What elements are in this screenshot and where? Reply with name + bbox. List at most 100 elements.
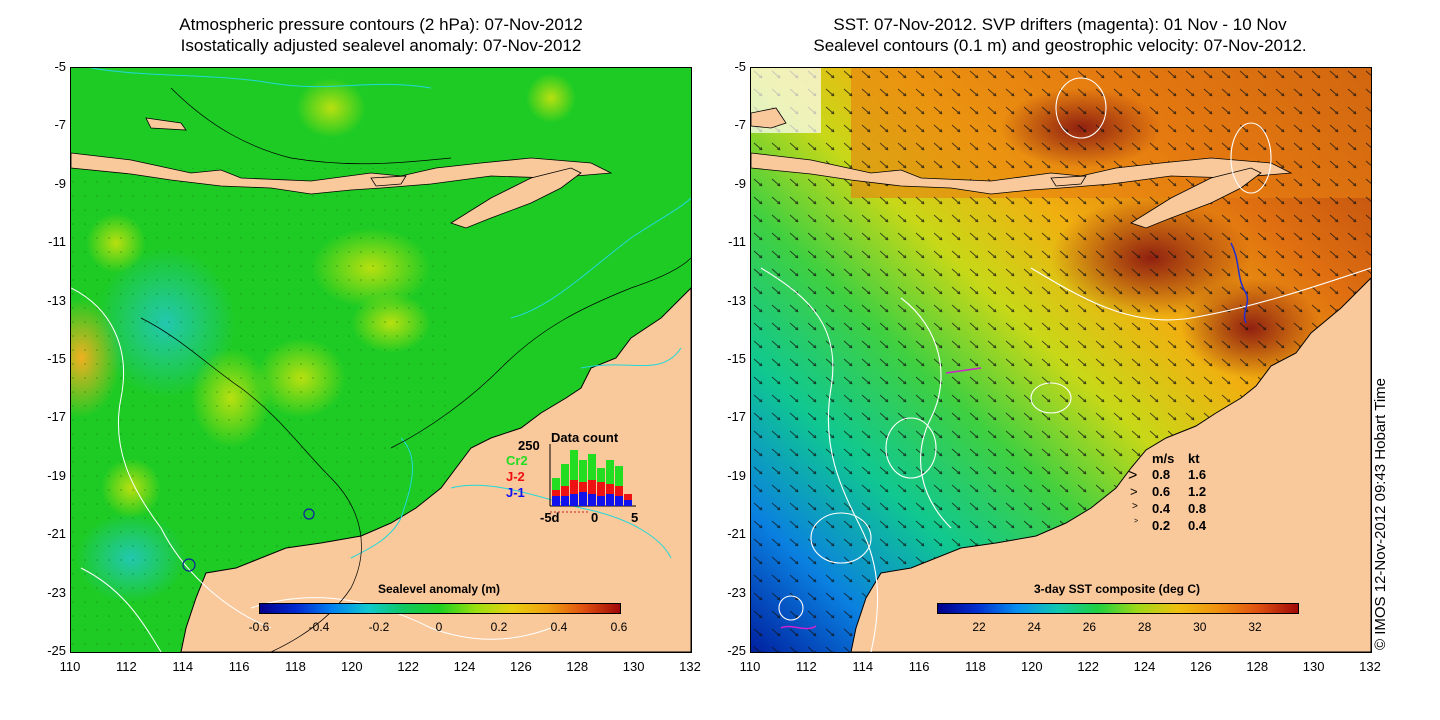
australia-landmass-sst [850, 277, 1371, 652]
right-title-line1: SST: 07-Nov-2012. SVP drifters (magenta)… [833, 15, 1287, 34]
colorbar-tick-label: 32 [1248, 620, 1262, 634]
right-title-line2: Sealevel contours (0.1 m) and geostrophi… [813, 36, 1307, 55]
australia-landmass [180, 287, 691, 652]
lon-tick-label: 118 [285, 659, 306, 674]
velocity-arrow-icon: > [1128, 467, 1138, 484]
drifter-track [1230, 242, 1249, 324]
sst-map[interactable] [750, 67, 1372, 653]
lon-tick-label: 114 [172, 659, 194, 674]
sst-colorbar [937, 603, 1299, 614]
lat-tick-label: -9 [734, 175, 746, 191]
colorbar-tick-label: 30 [1193, 620, 1207, 634]
lat-tick-label: -7 [54, 117, 66, 133]
lat-tick-label: -21 [47, 526, 66, 542]
lon-tick-label: 118 [965, 659, 986, 674]
colorbar-tick-label: -0.2 [368, 620, 390, 634]
lon-tick-label: 122 [1077, 659, 1100, 674]
right-map-title: SST: 07-Nov-2012. SVP drifters (magenta)… [750, 14, 1370, 56]
lat-tick-label: -7 [734, 117, 746, 133]
data-count-title: Data count [551, 430, 619, 445]
colorbar-tick-label: 26 [1082, 620, 1097, 634]
colorbar-tick-label: 0.4 [550, 620, 568, 634]
colorbar-tick-label: -0.6 [248, 620, 270, 634]
lon-tick-label: 120 [340, 659, 363, 674]
sst-map-svg [751, 68, 1371, 652]
legend-header-ms: m/s [1152, 451, 1175, 466]
data-count-chart: 250 Data count Cr2 J-2 J-1 -5d 0 5 [506, 430, 638, 525]
lon-tick-label: 124 [453, 659, 476, 674]
lon-tick-label: 128 [1246, 659, 1269, 674]
lon-tick-label: 124 [1133, 659, 1156, 674]
sealevel-colorbar [259, 603, 621, 614]
lat-tick-label: -17 [47, 409, 66, 425]
velocity-arrow-icon: > [1132, 501, 1138, 512]
lat-tick-label: -11 [48, 234, 66, 250]
legend-cr2: Cr2 [506, 453, 528, 468]
colorbar-tick-label: 28 [1137, 620, 1152, 634]
data-count-bars [552, 450, 632, 506]
lon-tick-label: 126 [510, 659, 532, 674]
lat-tick-label: -19 [727, 467, 746, 483]
velocity-kt-value: 1.2 [1188, 484, 1207, 499]
sealevel-anomaly-map[interactable] [70, 67, 692, 653]
lat-tick-label: -5 [734, 59, 746, 74]
sealevel-colorbar-title: Sealevel anomaly (m) [377, 582, 501, 596]
velocity-ms-value: 0.6 [1152, 484, 1171, 499]
lat-tick-label: -15 [47, 351, 66, 366]
velocity-kt-value: 0.4 [1188, 518, 1207, 533]
lon-tick-label: 128 [566, 659, 589, 674]
velocity-ms-value: 0.2 [1152, 518, 1171, 533]
legend-j1: J-1 [506, 485, 525, 500]
lat-tick-label: -11 [728, 234, 746, 250]
legend-j2: J-2 [506, 469, 525, 484]
colorbar-tick-label: 0.6 [610, 620, 628, 634]
colorbar-tick-label: 24 [1027, 620, 1041, 634]
sst-colorbar-title: 3-day SST composite (deg C) [1033, 582, 1201, 596]
lat-tick-label: -9 [54, 175, 66, 191]
lon-tick-label: 132 [1359, 659, 1381, 674]
velocity-arrow-icon: > [1130, 484, 1138, 499]
lon-tick-label: 116 [908, 659, 930, 674]
lat-tick-label: -19 [47, 467, 66, 483]
lon-tick-label: 132 [679, 659, 701, 674]
lon-tick-label: 110 [739, 659, 761, 674]
data-count-max-label: 250 [518, 438, 540, 453]
timor-island [450, 167, 582, 229]
legend-header-kt: kt [1188, 451, 1200, 466]
lon-tick-label: 122 [397, 659, 420, 674]
java-island-chain [71, 152, 613, 195]
velocity-ms-value: 0.4 [1152, 501, 1171, 516]
left-title-line1: Atmospheric pressure contours (2 hPa): 0… [179, 15, 583, 34]
lat-tick-label: -5 [54, 59, 66, 74]
lat-tick-label: -13 [47, 292, 66, 308]
velocity-ms-value: 0.8 [1152, 467, 1171, 482]
lon-tick-label: 112 [795, 659, 817, 674]
dc-xtick-1: 0 [591, 510, 598, 525]
colorbar-tick-label: -0.4 [308, 620, 330, 634]
lat-tick-label: -15 [727, 351, 746, 366]
lat-tick-label: -21 [727, 526, 746, 542]
lon-tick-label: 110 [59, 659, 81, 674]
lon-tick-label: 120 [1020, 659, 1043, 674]
dc-xtick-2: 5 [631, 510, 638, 525]
dc-xtick-0: -5d [540, 510, 560, 525]
lon-tick-label: 130 [1302, 659, 1325, 674]
lat-tick-label: -25 [727, 643, 746, 658]
left-map-title: Atmospheric pressure contours (2 hPa): 0… [70, 14, 692, 56]
velocity-kt-value: 1.6 [1188, 467, 1207, 482]
lon-tick-label: 112 [115, 659, 137, 674]
lon-tick-label: 130 [622, 659, 645, 674]
lat-tick-label: -23 [727, 584, 746, 600]
lat-tick-label: -25 [47, 643, 66, 658]
colorbar-tick-label: 22 [972, 620, 986, 634]
lon-tick-label: 126 [1190, 659, 1212, 674]
lat-tick-label: -13 [727, 292, 746, 308]
sealevel-map-svg [71, 68, 691, 652]
credit-text: © IMOS 12-Nov-2012 09:43 Hobart Time [1372, 377, 1389, 650]
lat-tick-label: -17 [727, 409, 746, 425]
lon-tick-label: 114 [852, 659, 874, 674]
colorbar-tick-label: 0 [435, 620, 443, 634]
velocity-arrow-icon: > [1134, 518, 1139, 525]
colorbar-tick-label: 0.2 [490, 620, 508, 634]
lon-tick-label: 116 [228, 659, 250, 674]
